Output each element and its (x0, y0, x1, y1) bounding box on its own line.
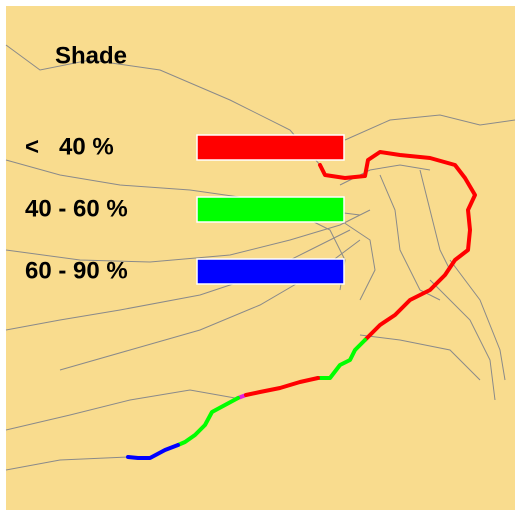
river-segment (318, 150, 477, 342)
river-segment (126, 443, 180, 460)
legend-label: 60 - 90 % (25, 257, 128, 284)
legend-label: < 40 % (25, 133, 114, 160)
legend-swatch (196, 196, 345, 223)
map-background (6, 6, 515, 510)
legend-swatch (196, 134, 345, 161)
river-segment (244, 376, 320, 397)
legend-swatch (196, 258, 345, 285)
legend-label: 40 - 60 % (25, 195, 128, 222)
legend-title: Shade (55, 42, 127, 69)
river-segment (316, 338, 367, 380)
river-segment (176, 396, 240, 447)
